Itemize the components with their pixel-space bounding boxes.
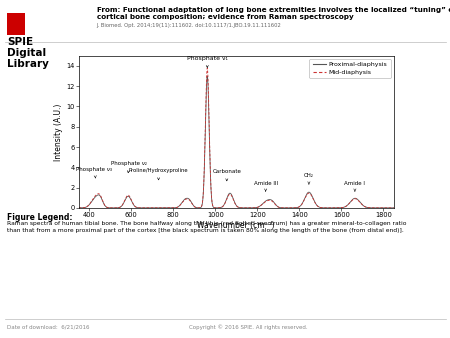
Text: Figure Legend:: Figure Legend: [7, 213, 72, 222]
Text: Amide III: Amide III [253, 180, 278, 191]
Text: From: Functional adaptation of long bone extremities involves the localized “tun: From: Functional adaptation of long bone… [97, 7, 450, 13]
Text: Carbonate: Carbonate [212, 169, 241, 181]
Text: Raman spectra of human tibial bone. The bone halfway along the tibia (red dotted: Raman spectra of human tibial bone. The … [7, 221, 406, 233]
Text: Phosphate ν₂: Phosphate ν₂ [111, 161, 147, 173]
Text: J. Biomed. Opt. 2014;19(11):111602. doi:10.1117/1.JBO.19.11.111602: J. Biomed. Opt. 2014;19(11):111602. doi:… [97, 23, 282, 28]
Text: CH₂: CH₂ [304, 173, 314, 184]
Text: cortical bone composition; evidence from Raman spectroscopy: cortical bone composition; evidence from… [97, 14, 354, 20]
Y-axis label: Intensity (A.U.): Intensity (A.U.) [54, 103, 63, 161]
Text: Copyright © 2016 SPIE. All rights reserved.: Copyright © 2016 SPIE. All rights reserv… [189, 324, 308, 330]
Text: Phosphate ν₃: Phosphate ν₃ [76, 167, 112, 178]
Text: Proline/Hydroxyproline: Proline/Hydroxyproline [129, 168, 189, 180]
Text: Phosphate ν₁: Phosphate ν₁ [187, 56, 228, 68]
Text: Amide I: Amide I [344, 180, 365, 191]
X-axis label: Wavenumber (cm⁻¹): Wavenumber (cm⁻¹) [198, 221, 275, 230]
Text: Date of download:  6/21/2016: Date of download: 6/21/2016 [7, 324, 89, 330]
Text: SPIE
Digital
Library: SPIE Digital Library [7, 37, 49, 69]
Legend: Proximal-diaphysis, Mid-diaphysis: Proximal-diaphysis, Mid-diaphysis [310, 59, 391, 78]
